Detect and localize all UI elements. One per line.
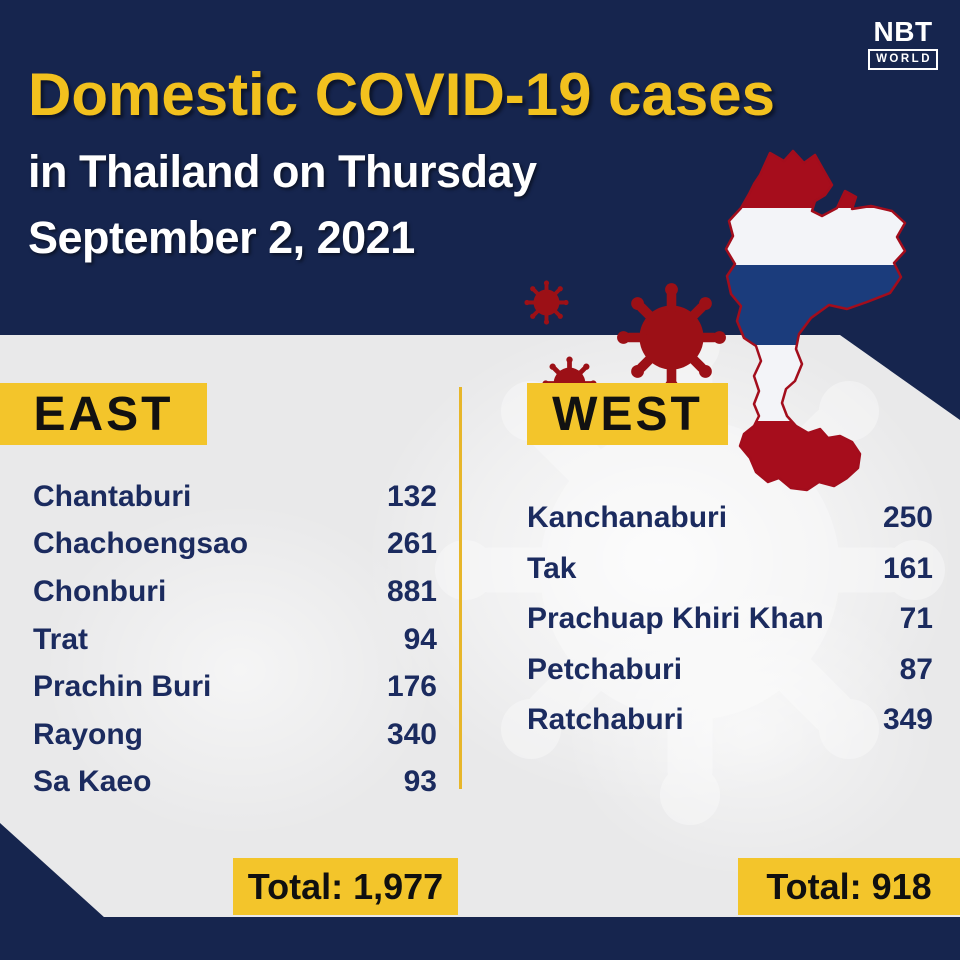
province-name: Tak xyxy=(527,551,577,585)
province-case-count: 340 xyxy=(386,717,437,751)
province-row: Chachoengsao 261 xyxy=(33,521,437,569)
footer-bar xyxy=(0,917,960,960)
province-name: Trat xyxy=(33,622,89,656)
page-subtitle-line2: September 2, 2021 xyxy=(28,212,415,263)
corner-triangle-decoration xyxy=(0,823,105,918)
virus-icon xyxy=(524,280,569,325)
province-name: Chantaburi xyxy=(33,479,192,513)
province-case-count: 349 xyxy=(882,703,933,737)
brand-name: NBT xyxy=(873,16,933,47)
province-case-count: 250 xyxy=(882,501,933,535)
province-row: Ratchaburi 349 xyxy=(527,695,933,746)
province-row: Chonburi 881 xyxy=(33,568,437,616)
province-case-count: 881 xyxy=(386,574,437,608)
province-case-count: 93 xyxy=(403,765,437,799)
total-east-text: Total: 1,977 xyxy=(247,865,444,907)
nbt-world-logo: NBT WORLD xyxy=(868,18,938,70)
province-case-count: 71 xyxy=(899,602,933,636)
province-row: Tak 161 xyxy=(527,544,933,595)
province-row: Petchaburi 87 xyxy=(527,645,933,696)
region-label-east: EAST xyxy=(33,387,174,441)
province-row: Chantaburi 132 xyxy=(33,473,437,521)
province-name: Prachin Buri xyxy=(33,670,212,704)
province-row: Rayong 340 xyxy=(33,711,437,759)
province-name: Petchaburi xyxy=(527,652,683,686)
province-name: Chachoengsao xyxy=(33,527,249,561)
region-label-west: WEST xyxy=(552,387,703,441)
province-name: Prachuap Khiri Khan xyxy=(527,602,824,636)
province-row: Prachuap Khiri Khan 71 xyxy=(527,594,933,645)
total-badge-west: Total: 918 xyxy=(738,858,960,915)
province-row: Trat 94 xyxy=(33,616,437,664)
province-name: Sa Kaeo xyxy=(33,765,152,799)
province-name: Ratchaburi xyxy=(527,703,684,737)
thailand-map-flag-icon xyxy=(724,149,907,492)
page-title: Domestic COVID-19 cases xyxy=(28,61,776,128)
province-name: Rayong xyxy=(33,717,144,751)
province-case-count: 176 xyxy=(386,670,437,704)
province-case-count: 132 xyxy=(386,479,437,513)
province-case-count: 161 xyxy=(882,551,933,585)
virus-icon xyxy=(616,282,727,393)
province-name: Chonburi xyxy=(33,574,167,608)
brand-world-badge: WORLD xyxy=(868,49,938,70)
column-divider xyxy=(459,387,462,789)
region-header-west: WEST xyxy=(527,383,728,445)
province-case-count: 261 xyxy=(386,527,437,561)
province-row: Kanchanaburi 250 xyxy=(527,493,933,544)
province-case-count: 94 xyxy=(403,622,437,656)
total-badge-east: Total: 1,977 xyxy=(233,858,458,915)
total-west-text: Total: 918 xyxy=(766,865,932,907)
province-name: Kanchanaburi xyxy=(527,501,728,535)
province-case-count: 87 xyxy=(899,652,933,686)
province-list-east: Chantaburi 132 Chachoengsao 261 Chonburi 881 T… xyxy=(33,473,437,806)
province-row: Prachin Buri 176 xyxy=(33,663,437,711)
page-subtitle-line1: in Thailand on Thursday xyxy=(28,146,537,197)
region-header-east: EAST xyxy=(0,383,207,445)
province-list-west: Kanchanaburi 250 Tak 161 Prachuap Khiri Khan… xyxy=(527,493,933,746)
province-row: Sa Kaeo 93 xyxy=(33,759,437,807)
